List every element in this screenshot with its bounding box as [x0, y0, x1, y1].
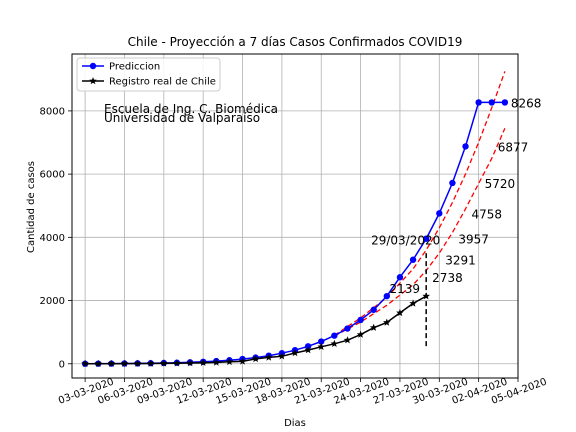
real-point — [160, 359, 168, 367]
real-point — [199, 358, 207, 366]
real-point — [265, 353, 273, 361]
chart-title: Chile - Proyección a 7 días Casos Confir… — [128, 35, 463, 49]
prediction-point — [344, 325, 351, 332]
real-point — [133, 359, 142, 367]
legend-prediction-marker — [89, 62, 97, 70]
prediction-point — [396, 274, 404, 281]
prediction-point — [488, 99, 495, 106]
prediction-value-label: 5720 — [485, 177, 516, 191]
prediction-point — [422, 235, 430, 242]
y-axis-label: Cantidad de casos — [26, 161, 37, 253]
real-point — [291, 349, 299, 357]
prediction-value-label: 4758 — [472, 207, 503, 221]
real-point — [409, 299, 417, 307]
y-tick-label: 0 — [59, 359, 65, 370]
prediction-point — [436, 210, 443, 217]
real-point — [225, 357, 234, 366]
real-point — [238, 357, 247, 365]
school-name-line2: Universidad de Valparaíso — [104, 111, 260, 125]
lower-band-line — [334, 128, 506, 337]
prediction-line — [85, 101, 505, 365]
prediction-point — [475, 99, 482, 106]
real-point — [317, 342, 325, 350]
prediction-point — [370, 306, 377, 313]
plot-area: 03-03-202006-03-202009-03-202012-03-2020… — [40, 53, 548, 407]
real-point — [251, 354, 260, 363]
prediction-value-label: 3957 — [458, 233, 489, 247]
prediction-point — [383, 292, 391, 300]
real-point — [278, 352, 286, 360]
school-name-line1: Escuela de Ing. C. Biomédica — [104, 102, 278, 116]
legend: Prediccion Registro real de Chile — [76, 57, 221, 92]
real-point — [422, 292, 430, 300]
prediction-value-label: 2738 — [432, 271, 463, 285]
y-tick-label: 4000 — [40, 233, 65, 244]
prediction-point — [331, 332, 338, 339]
real-point — [186, 359, 194, 367]
real-point — [343, 336, 352, 344]
prediction-value-label: 3291 — [445, 254, 476, 268]
real-point — [330, 339, 339, 347]
real-point — [396, 308, 404, 317]
y-tick-label: 2000 — [40, 296, 65, 307]
prediction-point — [318, 338, 325, 345]
real-point — [173, 359, 181, 367]
projection-date-label: 29/03/2020 — [371, 233, 440, 247]
prediction-point — [501, 99, 509, 106]
prediction-value-label: 8268 — [511, 96, 542, 110]
real-point — [146, 359, 155, 367]
y-tick-label: 6000 — [40, 170, 65, 181]
real-point — [212, 358, 221, 366]
legend-real-label: Registro real de Chile — [109, 77, 216, 88]
legend-real-marker — [89, 77, 97, 85]
real-point — [107, 359, 116, 367]
prediction-point — [409, 256, 417, 263]
real-point — [81, 359, 89, 367]
legend-prediction-label: Prediccion — [109, 62, 160, 73]
prediction-point — [462, 143, 469, 150]
prediction-value-label: 6877 — [498, 140, 529, 154]
upper-band-line — [334, 71, 506, 336]
real-point — [383, 318, 391, 326]
real-point — [304, 346, 312, 354]
prediction-point — [449, 179, 456, 187]
plot-frame — [71, 53, 519, 379]
y-tick-label: 8000 — [40, 106, 65, 117]
real-last-value-label: 2139 — [389, 282, 420, 296]
x-axis-label: Dias — [284, 418, 306, 429]
real-point — [94, 359, 102, 367]
prediction-point — [357, 316, 364, 324]
real-point — [369, 323, 378, 331]
real-point — [356, 330, 365, 338]
real-point — [120, 359, 129, 367]
legend-box — [76, 57, 221, 92]
